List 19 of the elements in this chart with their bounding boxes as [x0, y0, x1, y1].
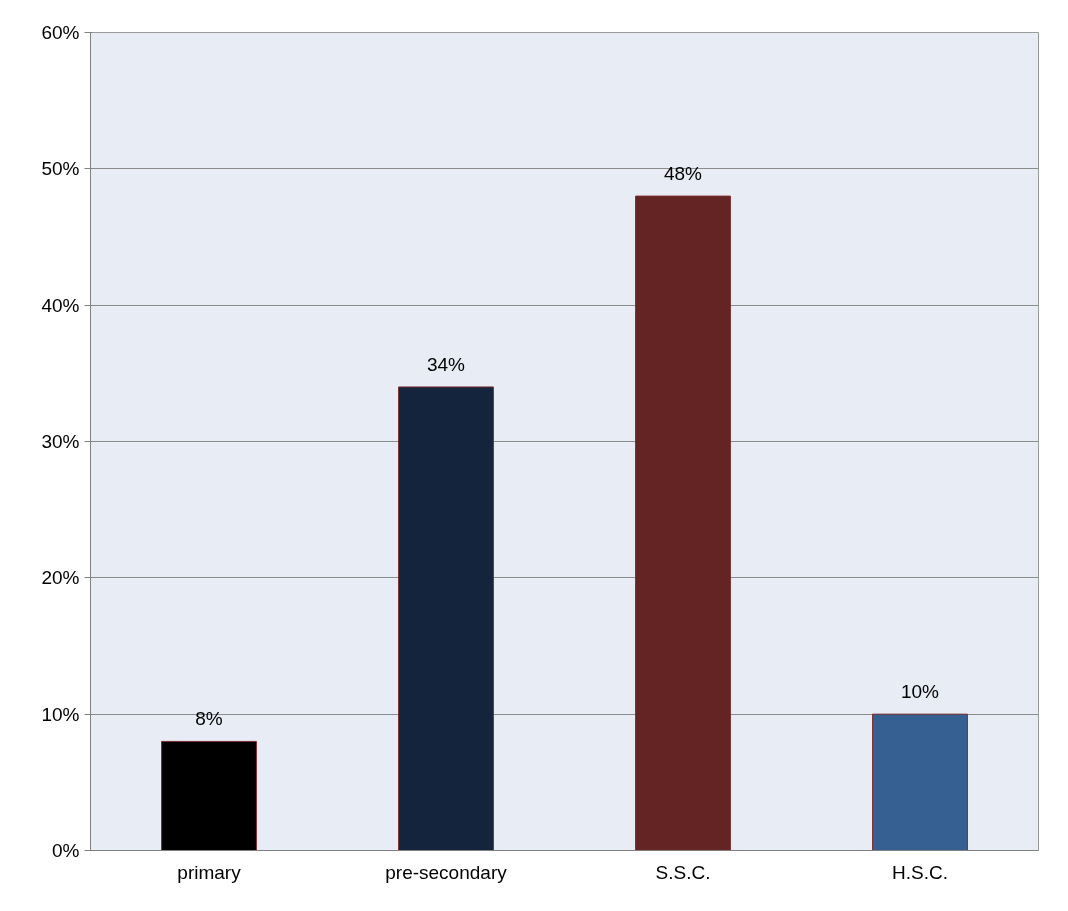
bar	[635, 195, 731, 851]
data-label: 34%	[426, 353, 466, 375]
data-label: 8%	[195, 708, 223, 730]
x-tick-label: S.S.C.	[655, 861, 711, 883]
y-tick-label: 30%	[41, 431, 80, 452]
x-tick-label: H.S.C.	[892, 861, 948, 883]
x-tick-label: pre-secondary	[385, 861, 508, 883]
y-tick-label: 10%	[41, 703, 80, 725]
y-tick-label: 50%	[41, 158, 80, 180]
bar	[872, 713, 968, 851]
bar	[398, 386, 494, 851]
y-tick-label: 0%	[52, 840, 80, 861]
bar	[161, 740, 257, 851]
y-tick-label: 20%	[41, 567, 80, 589]
data-label: 48%	[663, 163, 703, 185]
x-tick-label: primary	[177, 861, 242, 883]
y-tick-label: 60%	[41, 22, 80, 43]
data-label: 10%	[900, 681, 940, 703]
y-tick-label: 40%	[41, 294, 80, 316]
